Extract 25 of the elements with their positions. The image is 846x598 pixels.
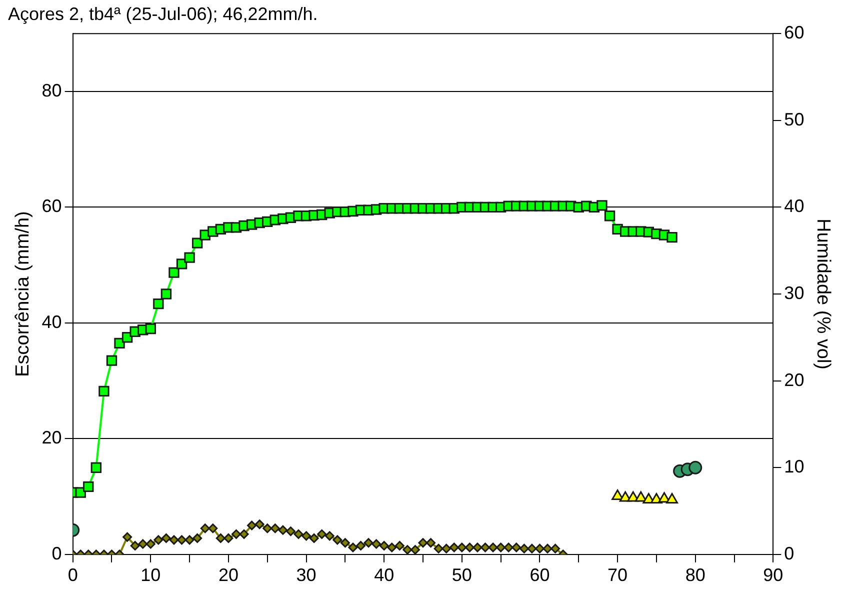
- x-tick-label: 20: [218, 565, 238, 586]
- x-tick-label: 0: [68, 565, 78, 586]
- y-axis-title: Escorrência (mm/h): [12, 211, 34, 377]
- y2-tick-label: 30: [784, 282, 804, 303]
- y2-tick-label: 0: [784, 543, 794, 564]
- x-tick-label: 40: [374, 565, 394, 586]
- x-tick-label: 80: [685, 565, 706, 586]
- x-tick-label: 50: [452, 565, 472, 586]
- x-tick-label: 90: [763, 565, 784, 586]
- y2-tick-label: 10: [784, 456, 804, 477]
- y-tick-label: 80: [42, 80, 62, 100]
- y2-tick-label: 40: [784, 196, 804, 216]
- y2-tick-label: 20: [784, 370, 804, 390]
- y-tick-label: 20: [42, 428, 62, 448]
- x-tick-label: 60: [530, 565, 550, 586]
- y2-tick-label: 50: [784, 109, 804, 130]
- x-tick-label: 10: [140, 565, 161, 586]
- chart-title: Açores 2, tb4ª (25-Jul-06); 46,22mm/h.: [8, 4, 318, 24]
- y-tick-label: 40: [42, 312, 62, 332]
- y-tick-label: 0: [52, 543, 62, 564]
- y-tick-label: 60: [42, 196, 62, 216]
- x-tick-label: 30: [296, 565, 316, 586]
- y2-tick-label: 60: [784, 22, 804, 43]
- x-tick-label: 70: [608, 565, 628, 586]
- y2-axis-title: Humidade (% vol): [812, 218, 834, 370]
